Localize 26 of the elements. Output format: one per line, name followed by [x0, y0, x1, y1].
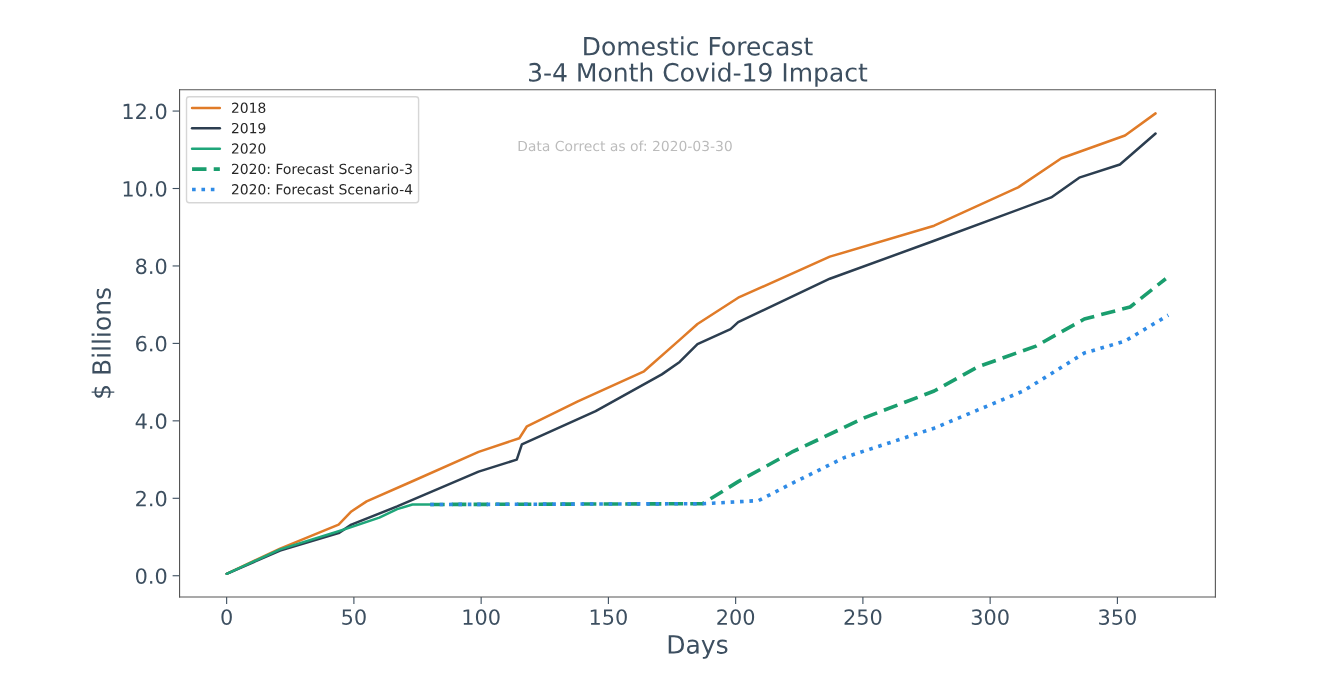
- x-tick-label: 0: [221, 609, 232, 625]
- line-series: [225, 503, 432, 576]
- y-tick-label: 8.0: [136, 258, 167, 275]
- x-tick-label: 250: [844, 609, 882, 625]
- legend-label: 2020: [231, 143, 266, 154]
- x-tick-label: 50: [342, 609, 366, 625]
- legend-label: 2019: [231, 122, 266, 134]
- x-tick-label: 200: [717, 609, 755, 625]
- x-tick-label: 100: [463, 609, 500, 625]
- legend-label: 2020: Forecast Scenario-3: [231, 163, 412, 175]
- x-tick-label: 150: [590, 609, 627, 625]
- x-tick-label: 300: [971, 609, 1009, 625]
- y-tick-label: 2.0: [136, 490, 167, 507]
- legend-label: 2018: [231, 102, 266, 114]
- y-axis-title: $ Billions: [91, 288, 115, 398]
- annotation: Data Correct as of: 2020-03-30: [518, 140, 732, 152]
- chart-title: Domestic Forecast 3-4 Month Covid-19 Impact: [529, 36, 868, 87]
- x-axis-title: Days: [668, 635, 728, 659]
- legend-label: 2020: Forecast Scenario-4: [231, 183, 413, 195]
- line-series: [428, 313, 1171, 507]
- y-tick-label: 4.0: [135, 413, 167, 430]
- y-tick-label: 0.0: [136, 568, 167, 584]
- y-tick-label: 12.0: [123, 103, 167, 120]
- y-tick-label: 6.0: [136, 335, 167, 352]
- x-tick-label: 350: [1099, 609, 1136, 625]
- y-tick-label: 10.0: [123, 180, 167, 197]
